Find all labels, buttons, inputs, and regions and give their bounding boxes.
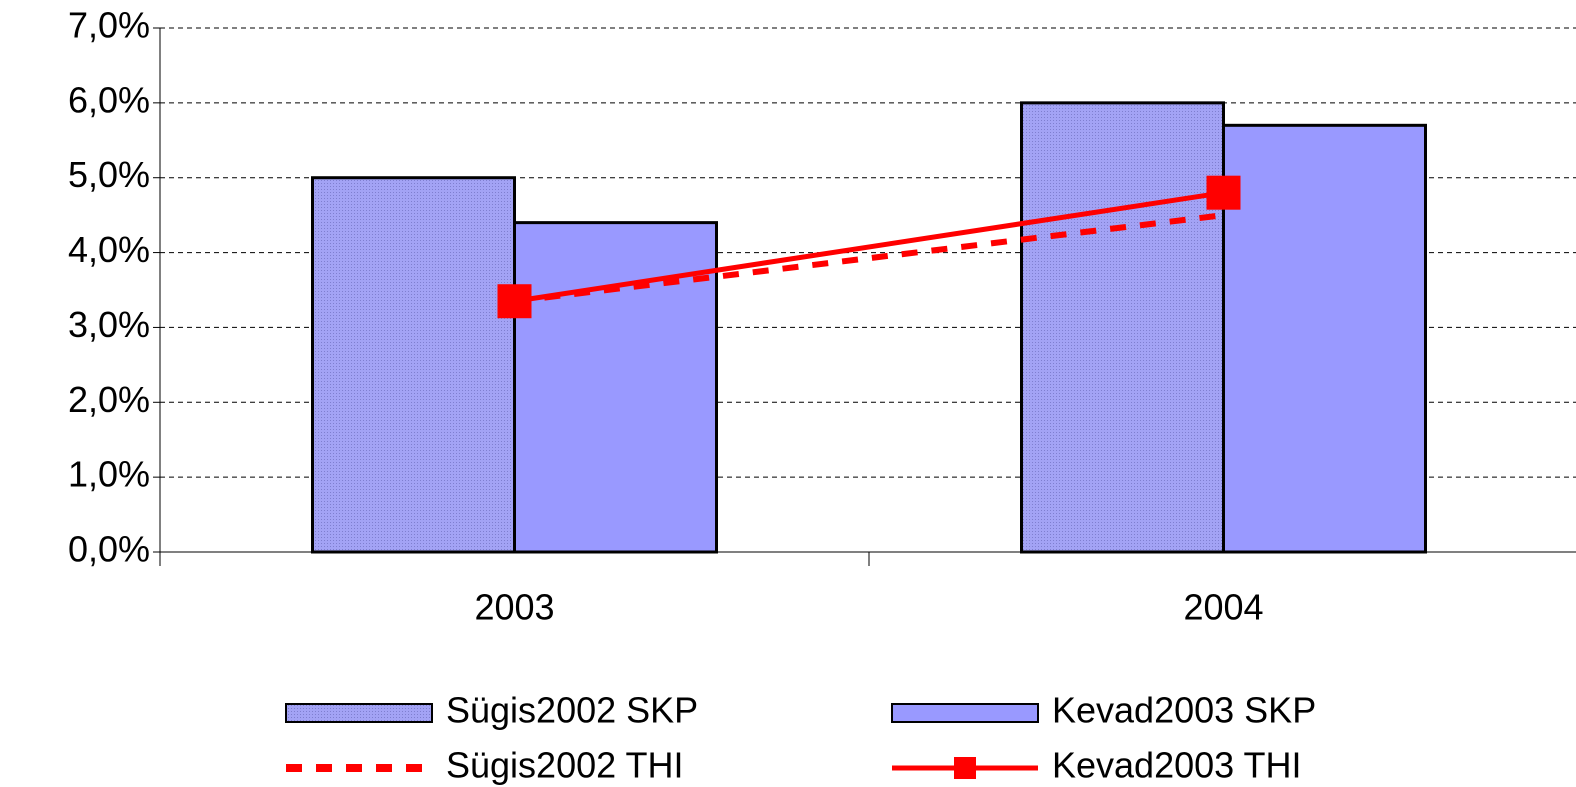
line bbox=[514, 190, 1224, 304]
y-tick-label: 6,0% bbox=[68, 79, 150, 120]
x-tick-label: 2003 bbox=[474, 587, 554, 628]
marker bbox=[1206, 175, 1241, 210]
y-tick-label: 5,0% bbox=[68, 154, 150, 195]
y-tick-label: 3,0% bbox=[68, 304, 150, 345]
legend-label: Kevad2003 SKP bbox=[1052, 690, 1316, 731]
y-tick-label: 4,0% bbox=[68, 229, 150, 270]
bar bbox=[513, 221, 718, 554]
legend-label: Kevad2003 THI bbox=[1052, 745, 1302, 786]
bar bbox=[1020, 101, 1225, 554]
marker bbox=[497, 284, 532, 319]
y-tick-label: 0,0% bbox=[68, 529, 150, 570]
y-tick-label: 1,0% bbox=[68, 454, 150, 495]
legend-label: Sügis2002 SKP bbox=[446, 690, 698, 731]
legend-marker bbox=[954, 757, 976, 779]
y-tick-label: 2,0% bbox=[68, 379, 150, 420]
legend-label: Sügis2002 THI bbox=[446, 745, 683, 786]
legend-swatch bbox=[285, 703, 433, 723]
y-tick-label: 7,0% bbox=[68, 5, 150, 46]
bar bbox=[1222, 123, 1427, 554]
legend-swatch bbox=[891, 703, 1039, 723]
x-tick-label: 2004 bbox=[1183, 587, 1263, 628]
bar bbox=[311, 176, 516, 554]
